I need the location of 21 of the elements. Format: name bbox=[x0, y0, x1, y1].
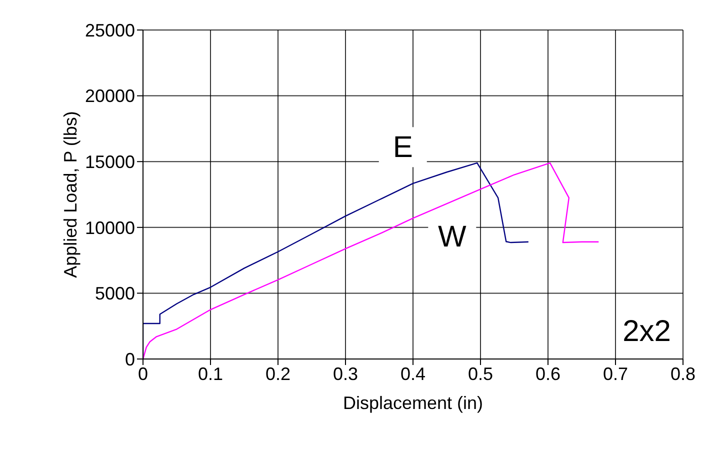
y-tick-label: 10000 bbox=[84, 218, 135, 238]
line-series bbox=[143, 162, 600, 359]
x-tick-label: 0.8 bbox=[670, 364, 696, 384]
x-tick-label: 0.1 bbox=[198, 364, 224, 384]
y-tick-label: 20000 bbox=[84, 86, 135, 106]
x-tick-label: 0 bbox=[138, 364, 148, 384]
y-tick-label: 5000 bbox=[94, 284, 135, 304]
y-tick-label: 25000 bbox=[84, 20, 135, 40]
annotation: 2x2 bbox=[622, 315, 671, 348]
x-tick-label: 0.6 bbox=[535, 364, 561, 384]
y-tick-label: 15000 bbox=[84, 152, 135, 172]
series-label: E bbox=[392, 131, 413, 164]
x-tick-label: 0.4 bbox=[400, 364, 426, 384]
y-tick-label: 0 bbox=[124, 349, 135, 370]
series-label: W bbox=[438, 220, 467, 254]
x-tick-label: 0.5 bbox=[468, 364, 494, 384]
x-tick-label: 0.3 bbox=[332, 364, 358, 384]
y-axis-title: Applied Load, P (lbs) bbox=[60, 111, 80, 278]
x-tick-label: 0.2 bbox=[265, 364, 291, 384]
x-axis-title: Displacement (in) bbox=[342, 393, 484, 413]
x-tick-label: 0.7 bbox=[602, 364, 628, 384]
